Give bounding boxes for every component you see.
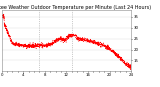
Title: Milwaukee Weather Outdoor Temperature per Minute (Last 24 Hours): Milwaukee Weather Outdoor Temperature pe… [0,5,152,10]
